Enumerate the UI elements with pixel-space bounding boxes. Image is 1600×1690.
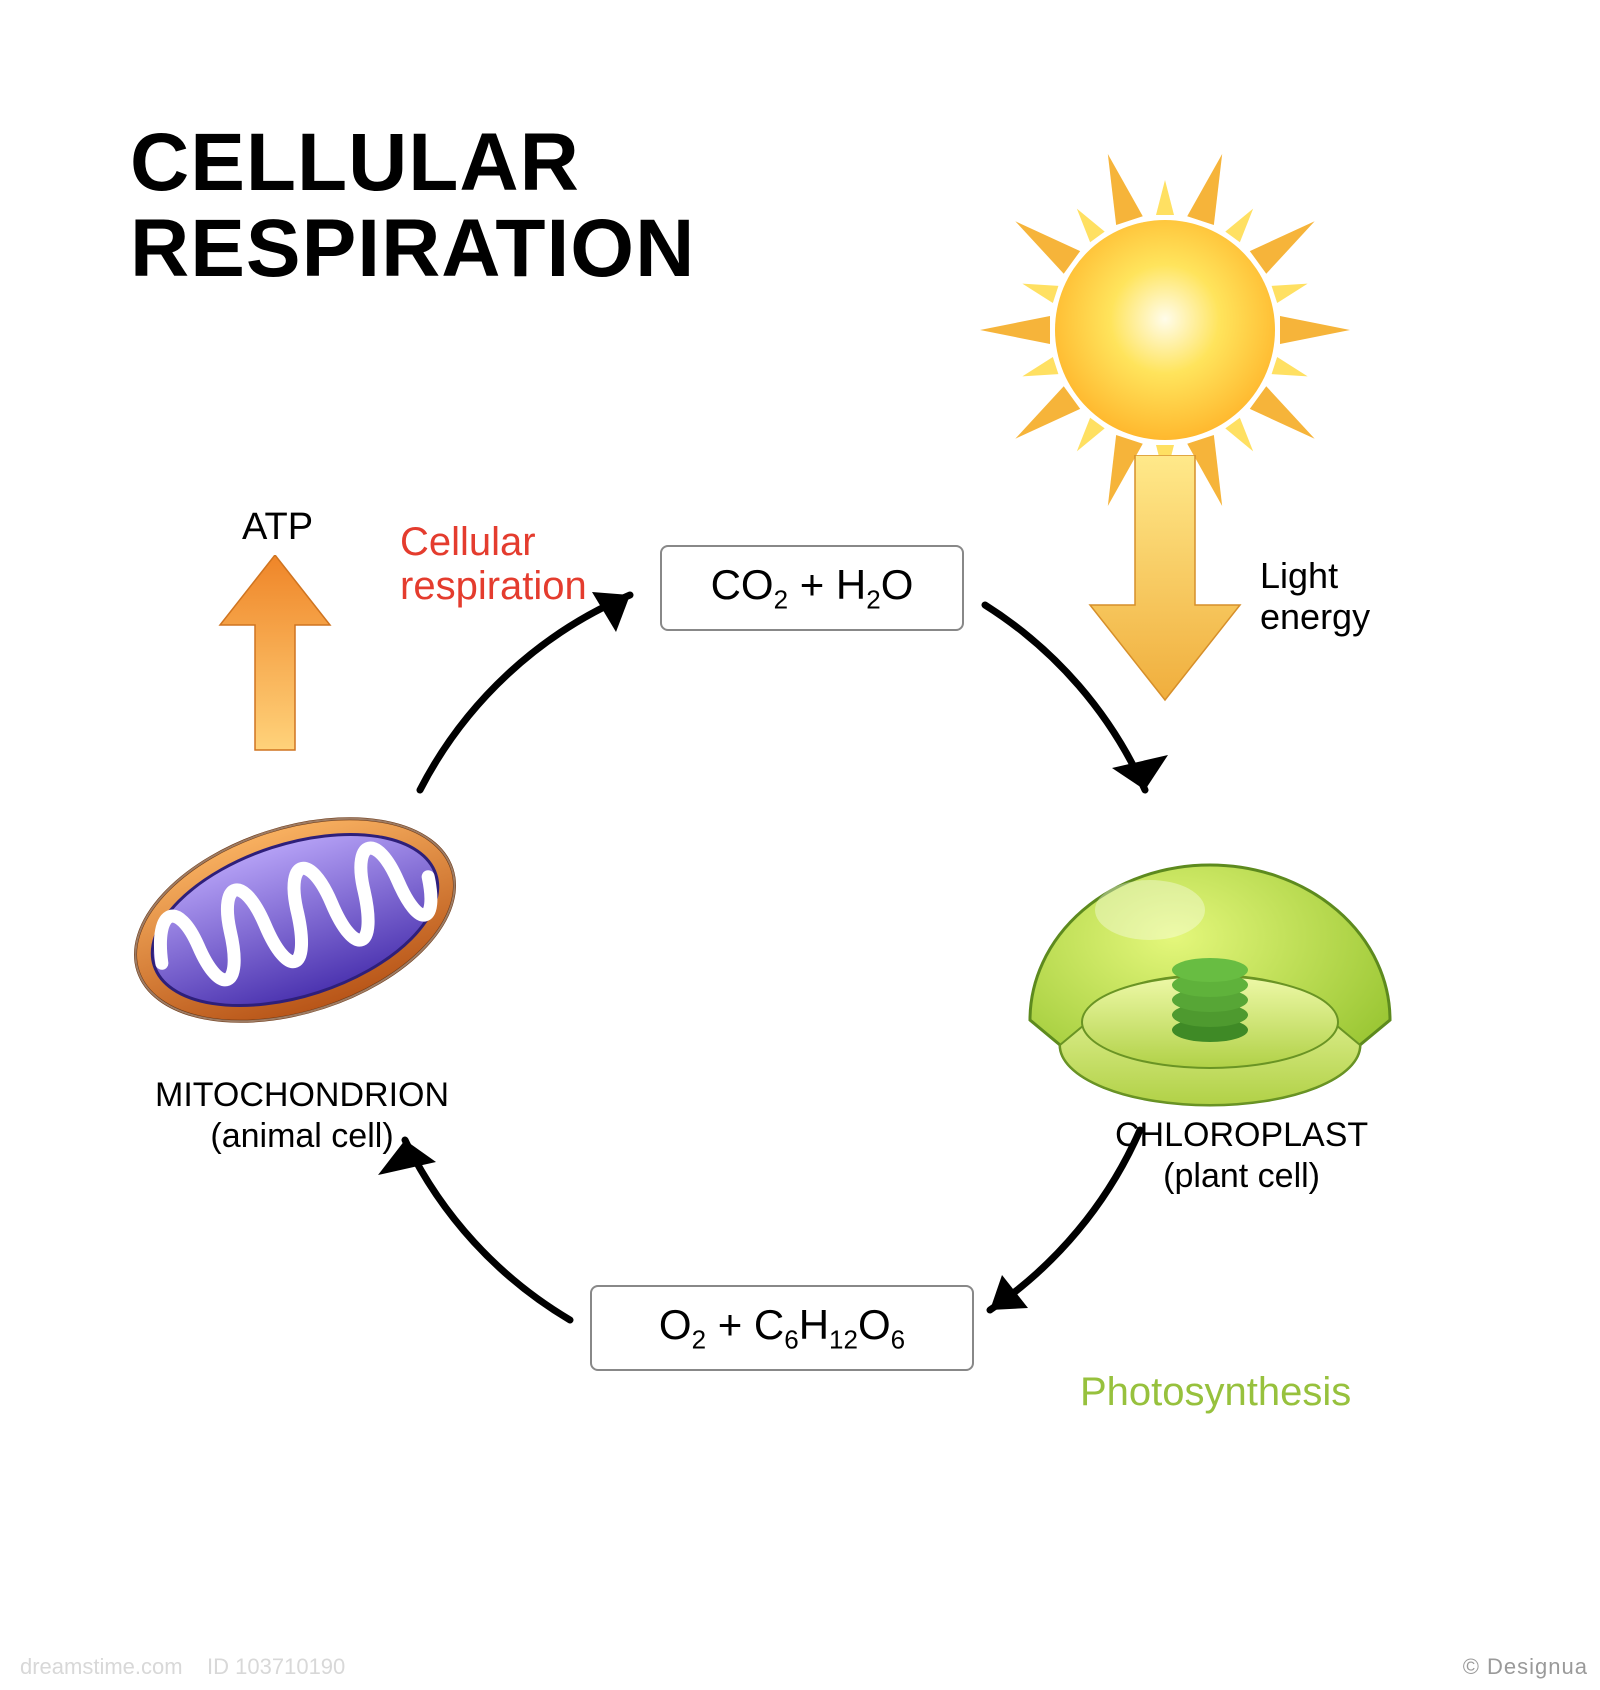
- mitochondrion-icon: [115, 790, 475, 1050]
- ps-text: Photosynthesis: [1080, 1370, 1351, 1414]
- light-energy-label: Light energy: [1260, 555, 1370, 638]
- formula-o2-glucose: O2 + C6H12O6: [590, 1285, 974, 1371]
- cr-line1: Cellular: [400, 520, 536, 564]
- grana-stack: [1172, 958, 1248, 1042]
- cr-line2: respiration: [400, 564, 587, 608]
- chloroplast-icon: [1000, 790, 1420, 1110]
- atp-label: ATP: [242, 506, 313, 549]
- mito-line1: MITOCHONDRION: [155, 1076, 449, 1114]
- mito-line2: (animal cell): [210, 1117, 393, 1155]
- page-title: CELLULAR RESPIRATION: [130, 120, 695, 292]
- light-energy-line1: Light: [1260, 555, 1338, 596]
- chloroplast-label: CHLOROPLAST (plant cell): [1115, 1115, 1368, 1197]
- title-line2: RESPIRATION: [130, 203, 695, 294]
- chloro-line1: CHLOROPLAST: [1115, 1116, 1368, 1154]
- atp-text: ATP: [242, 506, 313, 548]
- watermark-text: dreamstime.com ID 103710190: [20, 1654, 345, 1680]
- light-energy-line2: energy: [1260, 596, 1370, 637]
- credit-text: © Designua: [1463, 1654, 1588, 1680]
- formula-co2-h2o: CO2 + H2O: [660, 545, 964, 631]
- light-arrow-icon: [1085, 455, 1245, 715]
- chloro-line2: (plant cell): [1163, 1157, 1320, 1195]
- photosynthesis-label: Photosynthesis: [1080, 1370, 1351, 1415]
- atp-arrow-icon: [215, 555, 335, 755]
- title-line1: CELLULAR: [130, 117, 580, 208]
- cellular-respiration-label: Cellular respiration: [400, 520, 587, 608]
- mitochondrion-label: MITOCHONDRION (animal cell): [155, 1075, 449, 1157]
